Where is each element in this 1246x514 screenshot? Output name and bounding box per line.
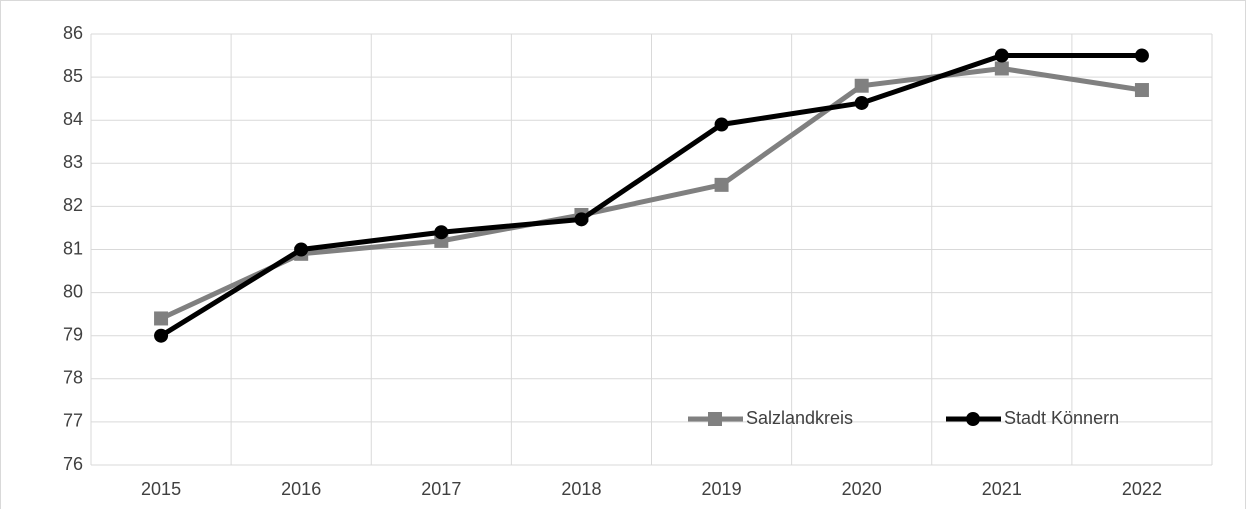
marker (154, 328, 169, 343)
y-tick-label: 83 (63, 152, 83, 172)
y-tick-label: 86 (63, 23, 83, 43)
marker (714, 117, 729, 132)
marker (994, 61, 1009, 76)
x-tick-label: 2015 (141, 479, 181, 499)
marker (294, 242, 309, 257)
marker (854, 95, 869, 110)
x-tick-label: 2019 (702, 479, 742, 499)
marker (1134, 48, 1149, 63)
y-tick-label: 78 (63, 368, 83, 388)
legend-label: Salzlandkreis (746, 408, 853, 428)
marker (966, 412, 980, 426)
series-line (160, 65, 1143, 321)
x-tick-label: 2018 (561, 479, 601, 499)
marker (994, 48, 1009, 63)
y-tick-label: 80 (63, 281, 83, 301)
y-tick-label: 77 (63, 411, 83, 431)
marker (574, 212, 589, 227)
x-tick-label: 2020 (842, 479, 882, 499)
y-tick-label: 79 (63, 324, 83, 344)
marker (154, 311, 169, 326)
x-tick-label: 2016 (281, 479, 321, 499)
marker (854, 78, 869, 93)
x-tick-label: 2021 (982, 479, 1022, 499)
marker (1134, 83, 1149, 98)
x-tick-label: 2017 (421, 479, 461, 499)
legend-label: Stadt Könnern (1004, 408, 1119, 428)
y-tick-label: 85 (63, 66, 83, 86)
marker (434, 225, 449, 240)
y-tick-label: 81 (63, 238, 83, 258)
series-line (159, 53, 1142, 338)
y-tick-label: 84 (63, 109, 83, 129)
x-tick-label: 2022 (1122, 479, 1162, 499)
y-tick-label: 82 (63, 195, 83, 215)
marker (714, 177, 729, 192)
y-tick-label: 76 (63, 454, 83, 474)
marker (708, 412, 722, 426)
